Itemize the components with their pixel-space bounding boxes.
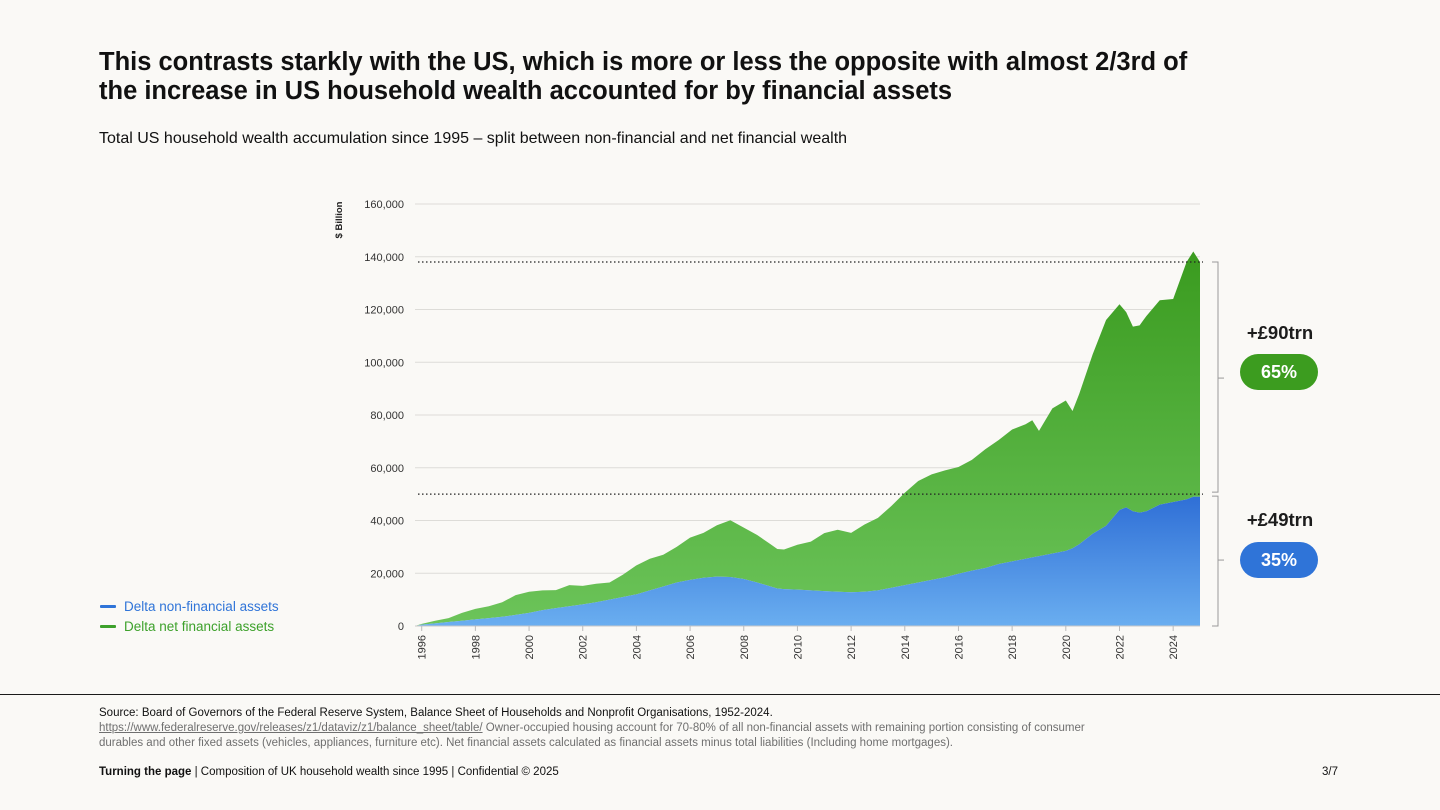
nonfinancial-total-callout: +£49trn	[1246, 509, 1314, 530]
x-tick-label: 2020	[1061, 635, 1073, 659]
y-tick-label: 100,000	[364, 357, 404, 369]
financial-bracket	[1212, 261, 1219, 493]
x-tick-label: 2006	[685, 635, 697, 659]
x-tick-label: 1996	[417, 635, 429, 659]
x-tick-label: 2022	[1114, 635, 1126, 659]
x-tick-label: 2004	[631, 635, 643, 659]
x-tick-label: 1998	[470, 635, 482, 659]
x-tick-label: 2002	[578, 635, 590, 659]
page-title: This contrasts starkly with the US, whic…	[99, 48, 1188, 105]
legend-swatch-financial	[100, 624, 116, 628]
y-tick-label: 60,000	[370, 463, 404, 475]
nonfinancial-bracket	[1212, 495, 1219, 627]
source-detail: https://www.federalreserve.gov/releases/…	[99, 721, 1099, 751]
x-tick-label: 2018	[1007, 635, 1019, 659]
y-tick-label: 40,000	[370, 516, 404, 528]
chart-legend: Delta non-financial assets Delta net fin…	[100, 597, 279, 636]
footer-divider	[0, 694, 1440, 695]
y-axis-title: $ Billion	[334, 201, 345, 238]
source-note: Source: Board of Governors of the Federa…	[99, 706, 1099, 751]
y-tick-label: 120,000	[364, 305, 404, 317]
x-tick-label: 2016	[953, 635, 965, 659]
legend-label-nonfinancial: Delta non-financial assets	[124, 599, 279, 615]
legend-swatch-nonfinancial	[100, 605, 116, 609]
footer-deck-title: Turning the page	[99, 766, 192, 778]
y-tick-label: 160,000	[364, 199, 404, 211]
x-tick-label: 2000	[524, 635, 536, 659]
footer-text: Turning the page | Composition of UK hou…	[99, 766, 559, 778]
stacked-area-chart: 0 20,000 40,000 60,000 80,000 100,000 120,000 1…	[334, 199, 1224, 659]
financial-share-badge: 65%	[1240, 354, 1318, 390]
source-citation: Source: Board of Governors of the Federa…	[99, 707, 773, 719]
series-area-nonfinancial	[415, 496, 1200, 626]
x-tick-label: 2014	[900, 635, 912, 659]
page-subtitle: Total US household wealth accumulation s…	[99, 130, 848, 147]
footer-description: | Composition of UK household wealth sin…	[191, 766, 559, 778]
x-tick-label: 2008	[739, 635, 751, 659]
legend-item-financial: Delta net financial assets	[100, 617, 279, 637]
y-tick-label: 20,000	[370, 568, 404, 580]
x-tick-label: 2024	[1168, 635, 1180, 659]
series-area-financial	[415, 251, 1200, 626]
nonfinancial-share-badge: 35%	[1240, 542, 1318, 578]
source-link[interactable]: https://www.federalreserve.gov/releases/…	[99, 722, 483, 734]
y-tick-label: 0	[398, 621, 404, 633]
financial-total-callout: +£90trn	[1246, 322, 1314, 343]
source-explanation: Owner-occupied housing account for 70-80…	[99, 722, 1085, 749]
legend-label-financial: Delta net financial assets	[124, 618, 275, 634]
y-tick-label: 140,000	[364, 252, 404, 264]
legend-item-nonfinancial: Delta non-financial assets	[100, 597, 279, 617]
x-tick-label: 2010	[792, 635, 804, 659]
x-tick-label: 2012	[846, 635, 858, 659]
y-tick-label: 80,000	[370, 410, 404, 422]
page-number: 3/7	[1322, 766, 1338, 778]
